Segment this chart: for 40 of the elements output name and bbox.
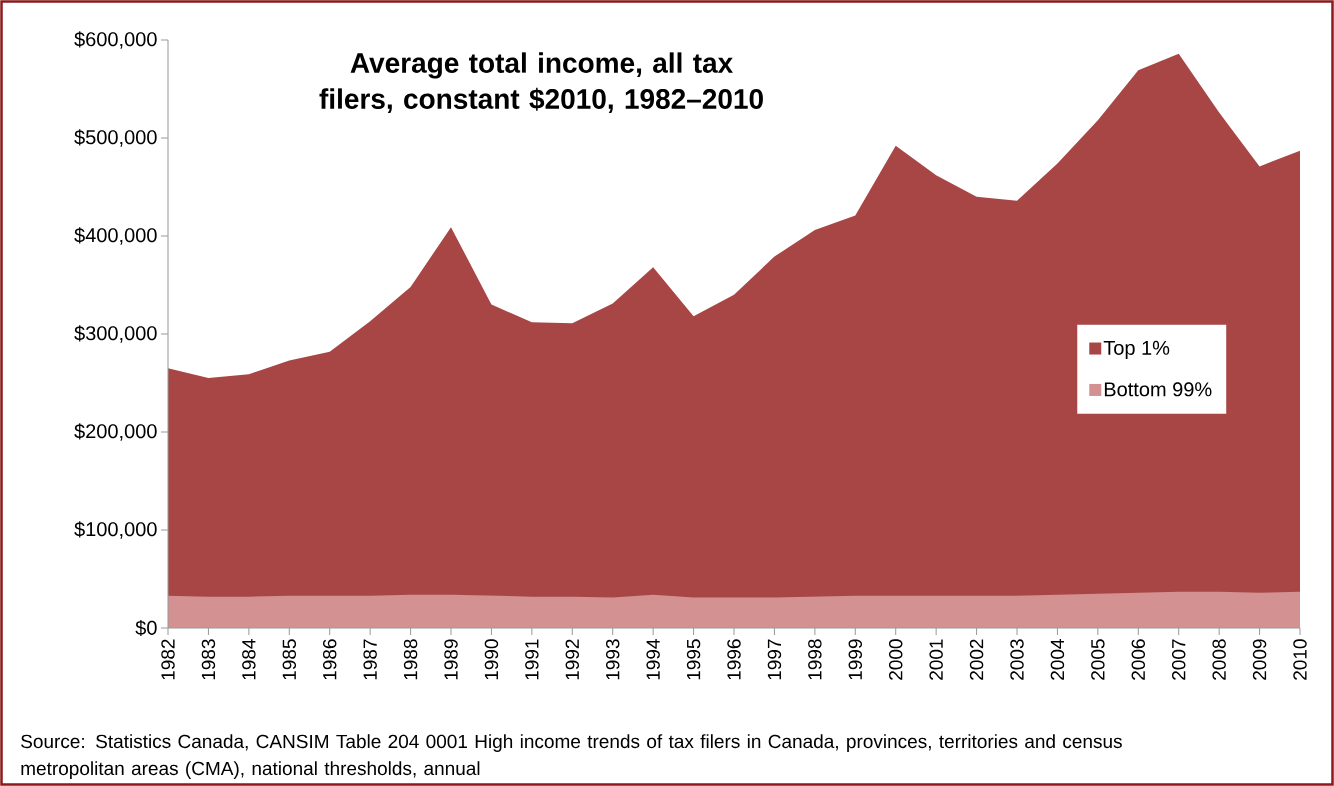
x-tick-label: 2008 <box>1212 639 1226 680</box>
x-tick-label: 1987 <box>363 639 377 680</box>
legend-label: Top 1% <box>1103 340 1170 359</box>
x-tick-label: 2010 <box>1293 639 1307 680</box>
x-tick-label: 1999 <box>848 639 863 680</box>
x-tick-label: 2007 <box>1171 639 1186 680</box>
y-tick-label: $0 <box>135 619 157 637</box>
x-tick-label: 1983 <box>201 639 216 680</box>
x-tick-label: 1986 <box>322 639 337 680</box>
y-tick-label: $300,000 <box>74 325 157 343</box>
x-tick-label: 1994 <box>646 639 660 680</box>
y-tick-label: $100,000 <box>74 521 157 539</box>
x-tick-label: 1993 <box>605 639 620 680</box>
x-tick-label: 1984 <box>242 639 256 680</box>
x-tick-label: 2005 <box>1091 639 1105 680</box>
x-tick-label: 2009 <box>1252 639 1267 680</box>
x-tick-label: 1998 <box>808 639 822 680</box>
x-tick-label: 2001 <box>929 639 943 680</box>
x-tick-label: 2004 <box>1050 639 1065 680</box>
x-tick-label: 1996 <box>727 639 741 680</box>
y-tick-label: $600,000 <box>74 31 157 49</box>
x-tick-label: 1988 <box>403 639 418 680</box>
y-tick-label: $400,000 <box>74 227 157 245</box>
x-tick-label: 2000 <box>888 639 903 680</box>
legend-label: Bottom 99% <box>1104 382 1212 397</box>
text: Average total income, all tax filers, constant $2010, 1982–2010 <box>319 52 763 113</box>
x-tick-label: 1990 <box>484 639 499 680</box>
x-tick-label: 1991 <box>525 639 539 680</box>
x-tick-label: 1985 <box>282 639 297 680</box>
x-tick-label: 1989 <box>444 639 458 680</box>
x-tick-label: 1995 <box>686 639 701 680</box>
x-tick-label: 2003 <box>1010 639 1024 680</box>
y-tick-label: $500,000 <box>74 129 157 147</box>
y-tick-label: $200,000 <box>74 423 157 441</box>
x-tick-label: 1982 <box>161 639 175 680</box>
source-note: Source: Statistics Canada, CANSIM Table 204 0001 High income trends of tax filers in Canada, provinces, territories and census metropolitan areas (CMA), national thresholds, annual <box>21 734 1122 779</box>
x-tick-label: 1997 <box>767 639 782 680</box>
x-tick-label: 2002 <box>969 639 984 680</box>
x-tick-label: 1992 <box>565 639 580 680</box>
x-tick-label: 2006 <box>1131 639 1146 680</box>
